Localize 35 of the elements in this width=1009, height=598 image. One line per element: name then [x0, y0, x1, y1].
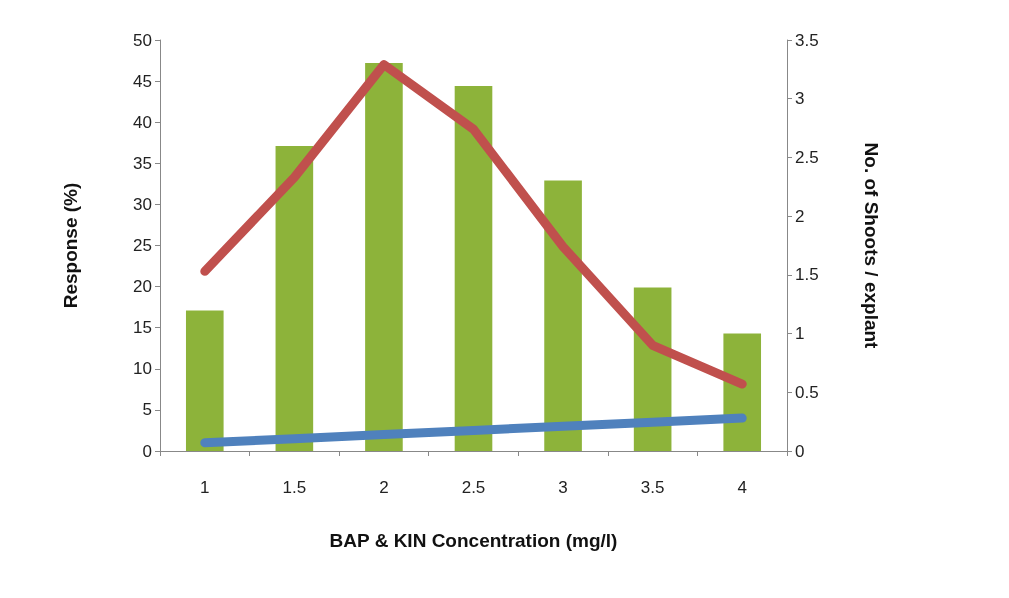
y-tick-label: 35: [133, 153, 152, 173]
y-tick-label: 0: [142, 441, 152, 461]
y-tick-label: 10: [133, 359, 152, 379]
y2-tick-label: 2: [795, 206, 805, 226]
bar: [454, 86, 493, 451]
y2-tick-label: 1: [795, 324, 805, 344]
y-tick-label: 30: [133, 194, 152, 214]
y2-tick-label: 3.5: [795, 30, 819, 50]
y-tick-label: 20: [133, 277, 152, 297]
y-tick-label: 5: [142, 400, 152, 420]
y2-tick-label: 2.5: [795, 147, 819, 167]
bar: [544, 180, 582, 451]
y2-tick-label: 3: [795, 89, 805, 109]
bar: [365, 63, 403, 451]
x-tick-label: 2: [379, 478, 389, 497]
y2-axis-title: No. of Shoots / explant: [861, 142, 882, 350]
x-tick-label: 4: [737, 478, 747, 497]
bar: [275, 146, 314, 451]
y-tick-label: 45: [133, 71, 152, 91]
y-tick-label: 50: [133, 30, 152, 50]
x-tick-label: 3.5: [640, 478, 665, 497]
bar: [723, 333, 762, 451]
y-tick-label: 15: [133, 318, 152, 338]
y2-tick-label: 1.5: [795, 265, 819, 285]
x-tick-label: 1: [200, 478, 210, 497]
x-axis-title: BAP & KIN Concentration (mg/l): [329, 530, 618, 551]
y-axis-title: Response (%): [60, 182, 81, 309]
y2-tick-label: 0.5: [795, 382, 819, 402]
y-tick-label: 25: [133, 236, 152, 255]
x-tick-label: 1.5: [282, 478, 307, 497]
x-tick-label: 3: [558, 478, 568, 497]
x-tick-label: 2.5: [461, 478, 486, 497]
bar: [185, 310, 224, 451]
y2-tick-label: 0: [795, 441, 805, 461]
y-tick-label: 40: [133, 112, 152, 132]
